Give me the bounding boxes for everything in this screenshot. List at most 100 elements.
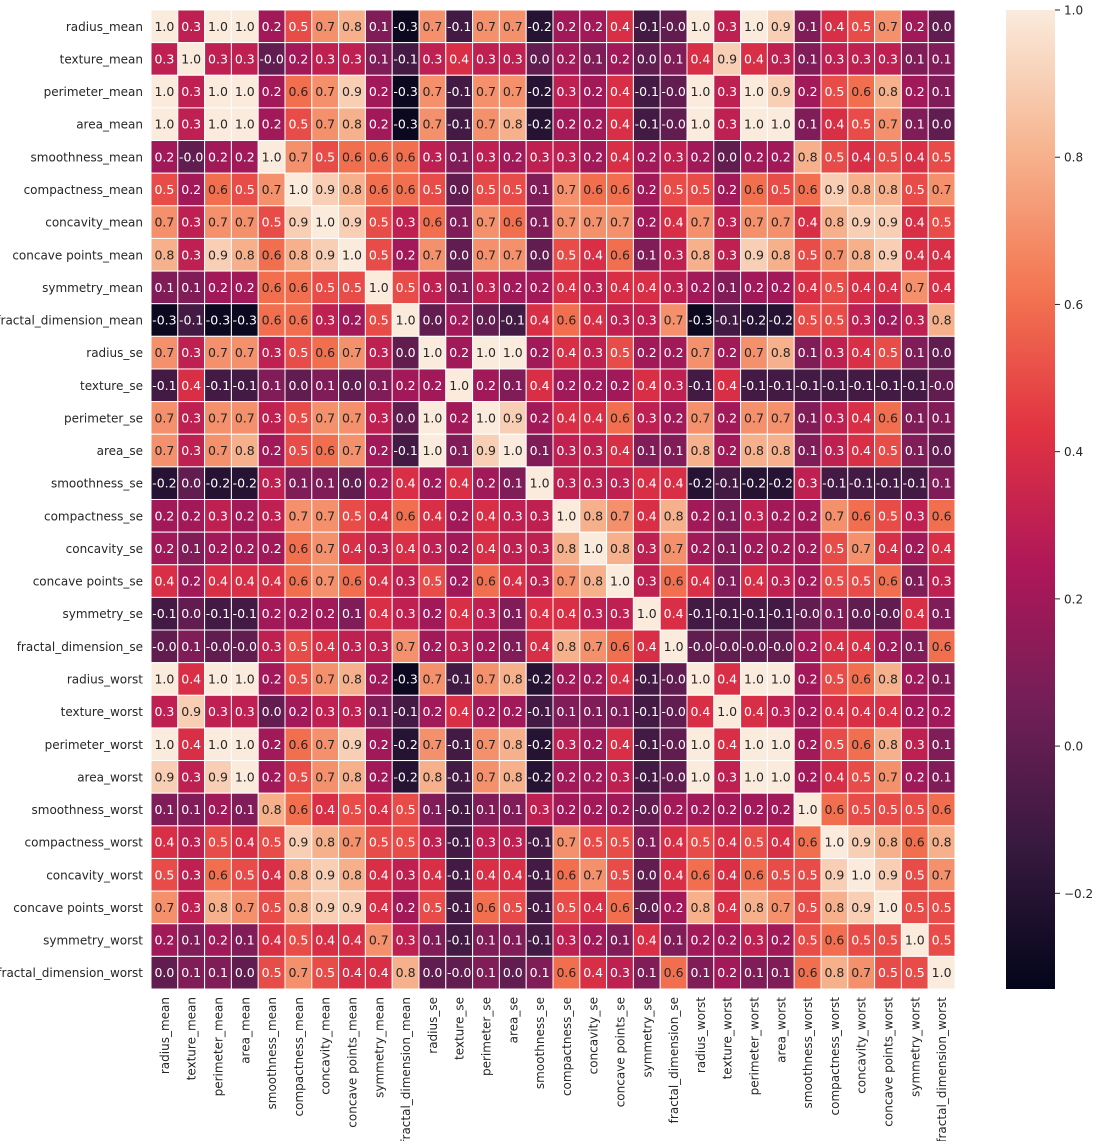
heatmap-cell (713, 74, 742, 109)
cell-value-label: 1.0 (690, 769, 710, 784)
cell-value-label: 0.1 (932, 51, 952, 66)
heatmap-cell (418, 955, 447, 990)
heatmap-cell (338, 564, 366, 598)
cell-value-label: 0.4 (905, 215, 925, 230)
heatmap-cell (793, 857, 822, 892)
cell-value-label: 1.0 (449, 378, 469, 393)
cell-value-label: 0.5 (342, 802, 362, 817)
heatmap-cell (606, 42, 634, 76)
colorbar-tick-label: 1.0 (1064, 4, 1083, 18)
cell-value-label: 0.4 (422, 508, 442, 523)
cell-value-label: 0.8 (342, 671, 362, 686)
cell-value-label: 0.6 (476, 574, 496, 589)
cell-value-label: -0.0 (876, 606, 900, 621)
cell-value-label: 0.3 (878, 51, 898, 66)
cell-value-label: 0.5 (905, 900, 925, 915)
cell-value-label: 0.4 (262, 933, 282, 948)
cell-value-label: 0.1 (235, 933, 255, 948)
cell-value-label: 0.7 (744, 215, 764, 230)
heatmap-cell (740, 760, 768, 794)
heatmap-cell (927, 172, 956, 207)
heatmap-cell (284, 760, 313, 794)
x-tick-label: concave points_se (614, 997, 628, 1107)
cell-value-label: 0.2 (369, 769, 389, 784)
cell-value-label: 0.2 (235, 508, 255, 523)
heatmap-cell (445, 42, 474, 76)
cell-value-label: 0.4 (369, 508, 389, 523)
cell-value-label: 0.7 (315, 117, 335, 132)
cell-value-label: 0.3 (476, 51, 496, 66)
cell-value-label: 0.8 (824, 215, 844, 230)
heatmap-cell (713, 923, 742, 957)
cell-value-label: 0.2 (610, 802, 630, 817)
cell-value-label: -0.1 (447, 737, 471, 752)
heatmap-cell (766, 857, 795, 892)
cell-value-label: 0.5 (824, 541, 844, 556)
heatmap-cell (418, 727, 447, 762)
heatmap-cell (230, 74, 259, 109)
heatmap-cell (579, 629, 608, 664)
cell-value-label: 0.1 (744, 965, 764, 980)
cell-value-label: 0.7 (235, 215, 255, 230)
heatmap-cell (874, 172, 902, 207)
heatmap-cell (257, 923, 286, 957)
heatmap-cell (284, 857, 313, 892)
y-tick-label: concavity_se (66, 542, 143, 556)
cell-value-label: 0.6 (905, 835, 925, 850)
y-axis-tick-labels: radius_mean texture_mean perimeter_meanare… (0, 20, 143, 980)
cell-value-label: 0.3 (771, 704, 791, 719)
heatmap-cell (445, 172, 474, 207)
cell-value-label: 0.4 (717, 671, 737, 686)
cell-value-label: 0.4 (744, 51, 764, 66)
cell-value-label: 0.7 (771, 410, 791, 425)
heatmap-cell (766, 955, 795, 990)
cell-value-label: 0.2 (905, 671, 925, 686)
cell-value-label: 0.1 (664, 51, 684, 66)
cell-value-label: 0.2 (476, 639, 496, 654)
cell-value-label: 0.2 (449, 574, 469, 589)
cell-value-label: 0.2 (690, 508, 710, 523)
cell-value-label: 0.3 (503, 835, 523, 850)
cell-value-label: 0.1 (369, 19, 389, 34)
heatmap-cell (632, 466, 661, 500)
cell-value-label: 0.2 (798, 737, 818, 752)
heatmap-cell (498, 923, 527, 957)
cell-value-label: 0.6 (315, 345, 335, 360)
cell-value-label: 0.0 (530, 51, 550, 66)
y-tick-label: area_mean (76, 118, 143, 132)
heatmap-cell (552, 335, 581, 370)
cell-value-label: 0.2 (744, 802, 764, 817)
cell-value-label: -0.3 (393, 117, 417, 132)
heatmap-cell (927, 923, 956, 957)
cell-value-label: 0.1 (637, 247, 657, 262)
cell-value-label: 0.7 (771, 215, 791, 230)
cell-value-label: 0.6 (878, 574, 898, 589)
cell-value-label: 0.4 (717, 378, 737, 393)
heatmap-cell (177, 303, 206, 337)
heatmap-cell (364, 237, 393, 272)
y-tick-label: area_se (97, 444, 143, 458)
cell-value-label: 0.3 (181, 84, 201, 99)
cell-value-label: 0.8 (664, 508, 684, 523)
cell-value-label: 0.4 (664, 476, 684, 491)
colorbar-tick-label: 0.8 (1064, 151, 1083, 165)
cell-value-label: 0.3 (851, 51, 871, 66)
heatmap-cell (552, 433, 581, 468)
cell-value-label: 0.2 (717, 965, 737, 980)
cell-value-label: 0.4 (235, 574, 255, 589)
heatmap-cell (418, 760, 447, 794)
cell-value-label: 0.7 (610, 508, 630, 523)
cell-value-label: 0.8 (288, 247, 308, 262)
heatmap-cell (284, 694, 313, 729)
cell-value-label: 0.3 (315, 704, 335, 719)
heatmap-cell (713, 107, 742, 142)
cell-value-label: -0.1 (742, 378, 766, 393)
cell-value-label: 0.6 (369, 182, 389, 197)
heatmap-cell (820, 303, 849, 337)
cell-value-label: -0.0 (769, 639, 793, 654)
heatmap-cell (445, 140, 474, 174)
heatmap-cell (391, 694, 420, 729)
heatmap-cell (364, 727, 393, 762)
heatmap-cell (204, 955, 232, 990)
cell-value-label: -0.2 (527, 19, 551, 34)
